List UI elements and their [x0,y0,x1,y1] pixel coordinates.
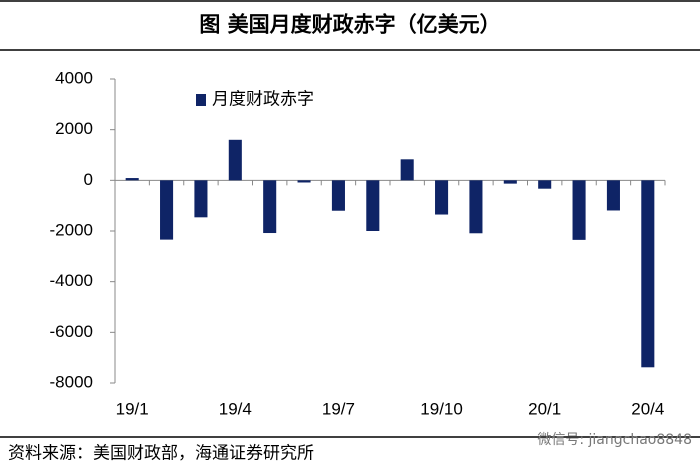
x-tick-label: 19/7 [322,399,355,418]
y-tick-label: 4000 [55,68,93,87]
bar [469,180,483,234]
bar [125,178,139,181]
bar [606,180,620,211]
y-tick-label: 0 [84,170,93,189]
legend-label: 月度财政赤字 [212,90,314,110]
x-tick-label: 20/1 [528,399,561,418]
bar [641,180,655,368]
bar [194,180,208,218]
x-tick-label: 20/4 [631,399,664,418]
bar [400,159,414,181]
y-tick-label: -6000 [50,322,93,341]
watermark: 微信号: jiangchao8848 [537,432,692,448]
y-tick-label: -2000 [50,220,93,239]
bar [572,180,586,240]
bar [160,180,174,240]
source: 资料来源：美国财政部，海通证券研究所 [8,444,314,464]
y-tick-label: -4000 [50,271,93,290]
x-tick-label: 19/10 [420,399,463,418]
bar [435,180,449,215]
bar [503,180,517,184]
bar [297,180,311,183]
bar [263,180,277,234]
bar [366,180,380,231]
bar [228,139,242,181]
bar [538,180,552,189]
y-tick-label: -8000 [50,372,93,391]
bar [331,180,345,211]
x-tick-label: 19/4 [219,399,252,418]
y-tick-label: 2000 [55,119,93,138]
x-tick-label: 19/1 [116,399,149,418]
chart-title: 图 美国月度财政赤字（亿美元） [199,12,500,37]
legend-swatch [196,94,206,106]
